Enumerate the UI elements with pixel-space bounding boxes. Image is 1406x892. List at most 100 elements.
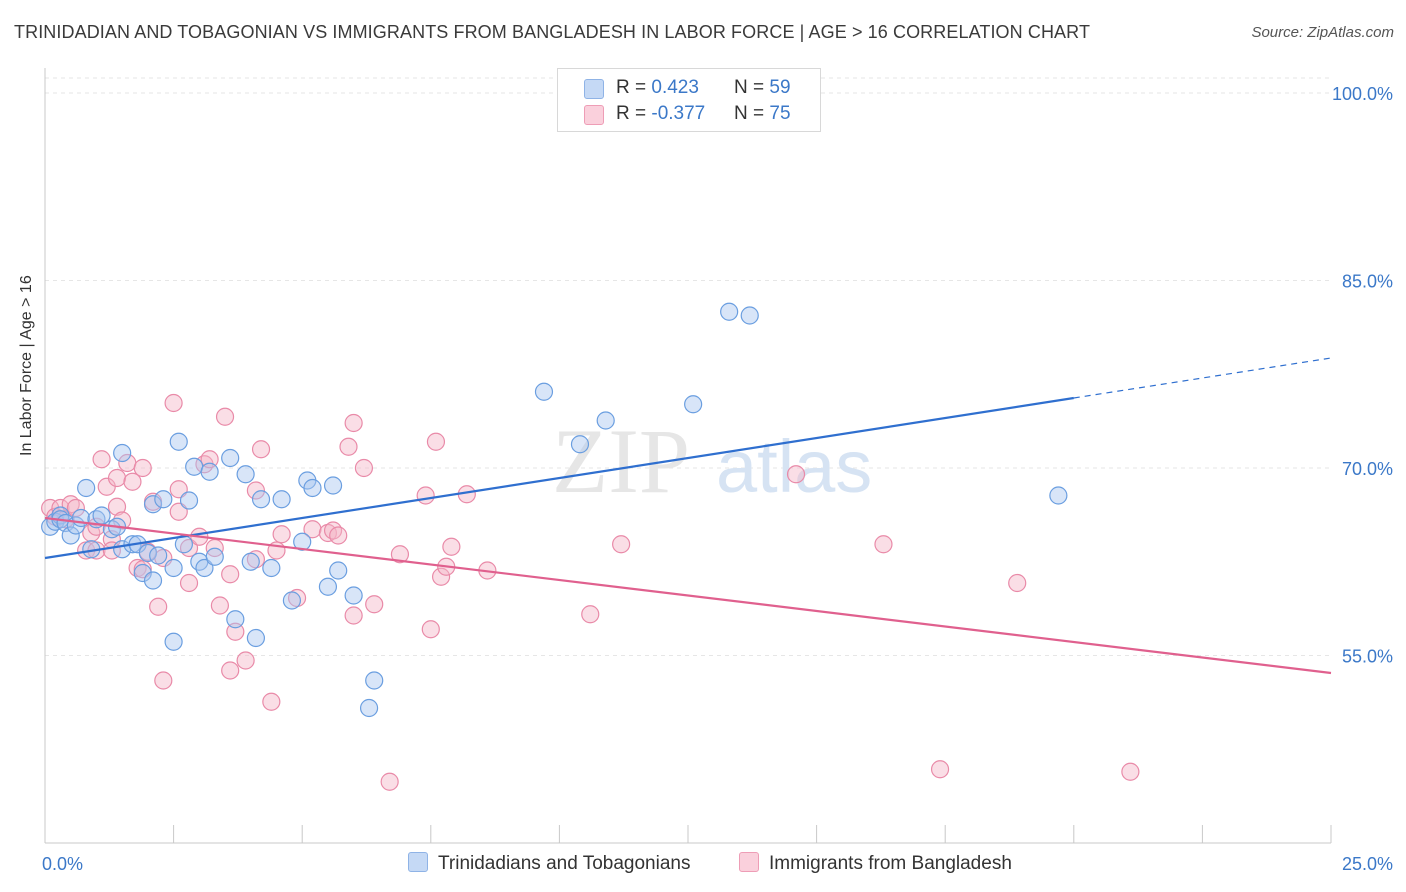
data-point (380, 772, 399, 791)
data-point (221, 448, 240, 468)
data-point (323, 521, 343, 540)
data-point (133, 458, 152, 478)
data-point (236, 465, 255, 484)
data-point (786, 465, 806, 484)
data-point (293, 532, 312, 551)
data-point (251, 490, 271, 509)
data-point (720, 302, 739, 321)
legend-label: Immigrants from Bangladesh (769, 853, 1012, 874)
data-point (570, 435, 590, 454)
series-trinidadian-points (41, 302, 1068, 718)
y-tick-label: 55.0% (1342, 647, 1393, 667)
data-point (133, 563, 152, 583)
n-label: N = (734, 103, 770, 124)
data-point (185, 457, 204, 476)
data-point (169, 432, 188, 451)
data-point (113, 443, 132, 463)
data-point (421, 620, 440, 639)
data-point (1008, 573, 1027, 593)
data-point (143, 571, 163, 590)
data-point (221, 565, 240, 584)
data-point (390, 545, 410, 564)
legend-label: Trinidadians and Tobagonians (438, 853, 691, 874)
data-point (164, 632, 183, 651)
data-point (339, 437, 358, 456)
data-point (87, 517, 106, 536)
data-point (164, 393, 183, 413)
data-point (272, 490, 291, 509)
data-point (365, 671, 384, 690)
data-point (246, 628, 266, 648)
data-point (1049, 486, 1068, 505)
y-axis-label: In Labor Force | Age > 16 (18, 275, 35, 456)
data-point (612, 535, 631, 554)
data-point (77, 478, 96, 498)
trend-line (44, 516, 1332, 675)
axes (44, 68, 1332, 844)
data-point (262, 558, 281, 578)
data-point (179, 491, 199, 510)
data-point (215, 407, 235, 426)
legend-swatch-pink (584, 105, 604, 125)
data-point (282, 591, 302, 610)
data-point (354, 458, 374, 478)
data-point (41, 498, 60, 518)
data-point (169, 480, 188, 499)
data-point (246, 481, 266, 500)
n-value: 59 (769, 77, 791, 98)
data-point (318, 577, 338, 596)
legend-item-trinidadian: Trinidadians and Tobagonians (408, 852, 690, 875)
data-point (426, 432, 446, 451)
data-point (226, 622, 245, 641)
data-point (226, 610, 245, 629)
data-point (61, 526, 80, 545)
data-point (143, 495, 163, 514)
data-point (154, 490, 173, 509)
data-point (344, 606, 363, 625)
data-point (200, 462, 219, 481)
data-point (149, 597, 168, 616)
n-label: N = (734, 77, 770, 98)
watermark: ZIP atlas (552, 410, 872, 512)
trend-lines (44, 357, 1332, 675)
r-label: R = (616, 77, 652, 98)
data-point (329, 526, 348, 545)
data-point (874, 535, 893, 554)
legend-swatch-blue (584, 79, 604, 99)
chart-title: TRINIDADIAN AND TOBAGONIAN VS IMMIGRANTS… (14, 22, 1091, 42)
data-point (221, 661, 240, 680)
data-point (930, 760, 950, 779)
data-point (210, 596, 229, 615)
legend-swatch-pink (739, 852, 759, 872)
legend-swatch-blue (408, 852, 428, 872)
data-point (154, 671, 173, 690)
data-point (431, 567, 451, 586)
grid-lines (45, 77, 1331, 656)
data-point (303, 478, 322, 498)
x-tick-label: 25.0% (1342, 854, 1393, 874)
data-point (200, 450, 219, 469)
data-point (262, 692, 281, 711)
data-point (179, 573, 199, 593)
data-point (442, 537, 461, 556)
correlation-legend: R = 0.423 N = 59 R = -0.377 N = 75 (557, 68, 821, 132)
r-value: -0.377 (651, 103, 706, 124)
data-point (272, 525, 291, 544)
data-point (581, 605, 600, 624)
data-point (236, 651, 255, 670)
r-label: R = (616, 103, 652, 124)
tick-labels: 100.0% 85.0% 70.0% 55.0% 0.0% 25.0% (42, 84, 1393, 874)
data-point (169, 502, 188, 521)
trend-line (44, 396, 1074, 560)
data-point (359, 698, 379, 718)
data-point (596, 411, 615, 430)
r-value: 0.423 (651, 77, 699, 98)
data-point (92, 450, 111, 469)
data-point (107, 497, 127, 516)
data-point (329, 561, 348, 580)
data-point (344, 413, 363, 433)
data-point (251, 440, 271, 459)
y-tick-label: 100.0% (1332, 84, 1393, 104)
source-label: Source: ZipAtlas.com (1251, 24, 1394, 41)
